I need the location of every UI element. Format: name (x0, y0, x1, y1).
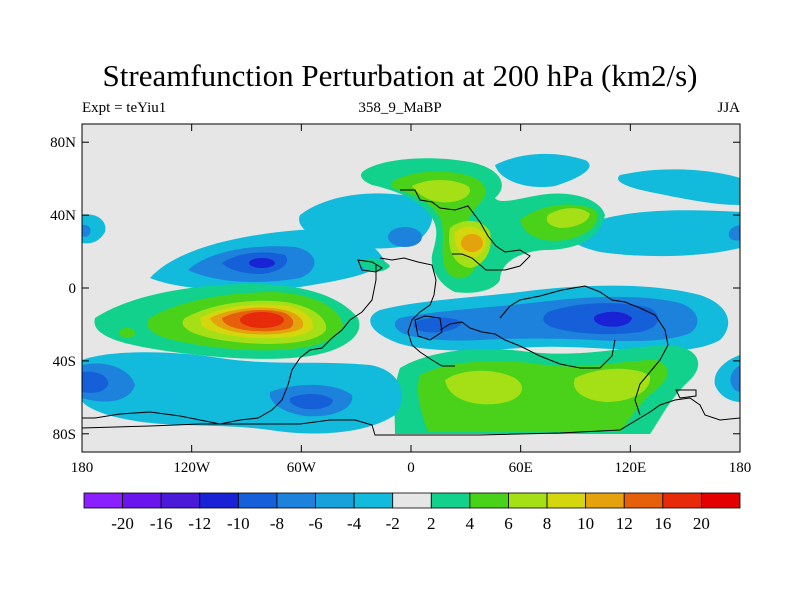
colorbar-label: -12 (188, 514, 211, 533)
contour-neg-caribbean-center (249, 258, 275, 268)
y-axis: 80N 40N 0 40S 80S (50, 135, 740, 443)
colorbar-label: 20 (693, 514, 710, 533)
y-tick-label: 40N (50, 208, 76, 224)
x-tick-label: 120W (173, 460, 211, 476)
contour-neg-arctic-streaks (495, 153, 590, 188)
contour-neg-south-atlantic-core (289, 394, 333, 410)
contour-neg-pacific-east-inner (730, 365, 740, 392)
x-tick-label: 180 (71, 460, 94, 476)
colorbar-label: -10 (227, 514, 250, 533)
contour-pos-eurasia-ridge-8 (412, 180, 471, 203)
colorbar-label: 12 (616, 514, 633, 533)
colorbar-label: 16 (654, 514, 671, 533)
colorbar-box (508, 492, 548, 509)
colorbar-label: 8 (543, 514, 552, 533)
colorbar-label: 4 (466, 514, 475, 533)
coastline-americas (82, 265, 377, 425)
colorbar-box (237, 492, 278, 509)
y-tick-label: 40S (53, 354, 76, 370)
x-tick-label: 120E (614, 460, 646, 476)
contour-pos-middle-east-core (461, 234, 483, 252)
y-tick-label: 0 (69, 281, 77, 297)
contour-neg-indian-ocean-8 (413, 317, 462, 333)
colorbar-box (83, 492, 123, 509)
experiment-label: Expt = teYiu1 (82, 100, 167, 116)
contour-neg-siberia (618, 169, 740, 205)
coastline-indian-ocean (414, 315, 443, 341)
y-tick-label: 80N (50, 135, 76, 151)
colorbar-box (623, 492, 664, 509)
contour-neg-indonesia-10 (594, 311, 632, 327)
contour-pos-southern-ocean-8b (574, 368, 651, 402)
colorbar-label: 2 (427, 514, 436, 533)
colorbar-box (546, 492, 587, 509)
contour-pos-southern-ocean-8a (445, 370, 523, 405)
x-tick-label: 0 (407, 460, 415, 476)
contour-neg-north-atlantic-inner (388, 227, 422, 247)
x-tick-label: 60W (287, 460, 317, 476)
x-tick-label: 60E (509, 460, 533, 476)
colorbar-label: -2 (386, 514, 400, 533)
coastlines (82, 189, 740, 436)
contour-neg-dateline-west-inner (82, 224, 91, 237)
colorbar-box (701, 492, 741, 509)
contour-pos-south-america-small (119, 328, 135, 338)
contour-neg-dateline-east (728, 225, 740, 241)
chart-title: Streamfunction Perturbation at 200 hPa (… (102, 58, 698, 93)
colorbar-label: -6 (308, 514, 322, 533)
contour-neg-dateline-west (82, 214, 106, 244)
colorbar-box (315, 492, 355, 509)
contour-neg-east-asia (571, 210, 740, 257)
colorbar-box (392, 492, 432, 509)
colorbar-box (199, 492, 239, 509)
colorbar-box (662, 492, 702, 509)
colorbar-label: 10 (577, 514, 594, 533)
colorbar-label: -8 (270, 514, 284, 533)
case-label: 358_9_MaBP (358, 100, 442, 116)
colorbar-label: -20 (111, 514, 134, 533)
colorbar-label: -4 (347, 514, 362, 533)
coastline-greenland (357, 259, 383, 273)
x-tick-label: 180 (729, 460, 752, 476)
contour-pos-central-asia-8 (546, 208, 590, 228)
colorbar-box (160, 492, 201, 509)
season-label: JJA (717, 100, 740, 116)
coastline-east-asia (499, 285, 669, 416)
contour-neg-pacific-east (714, 355, 740, 402)
x-axis: 180 120W 60W 0 60E 120E 180 (71, 124, 752, 476)
contour-pos-south-america-core (240, 312, 284, 328)
colorbar-box (469, 492, 509, 509)
coastline-pacific-island (675, 389, 697, 399)
colorbar-label: 6 (504, 514, 513, 533)
colorbar-label: -16 (150, 514, 173, 533)
coastline-africa (379, 257, 455, 367)
coastline-eurasia (400, 189, 531, 271)
colorbar-box (276, 492, 316, 509)
contour-neg-south-pacific-core (82, 371, 109, 393)
coastline-maritime (439, 321, 616, 369)
colorbar-box (122, 492, 162, 509)
colorbar-box (430, 492, 471, 509)
colorbar-box (353, 492, 394, 509)
coastline-antarctica (82, 397, 740, 436)
colorbar: -20 -16 -12 -10 -8 -6 -4 -2 2 4 6 8 10 12 16 20 (83, 492, 741, 533)
y-tick-label: 80S (53, 427, 76, 443)
colorbar-box (585, 492, 625, 509)
